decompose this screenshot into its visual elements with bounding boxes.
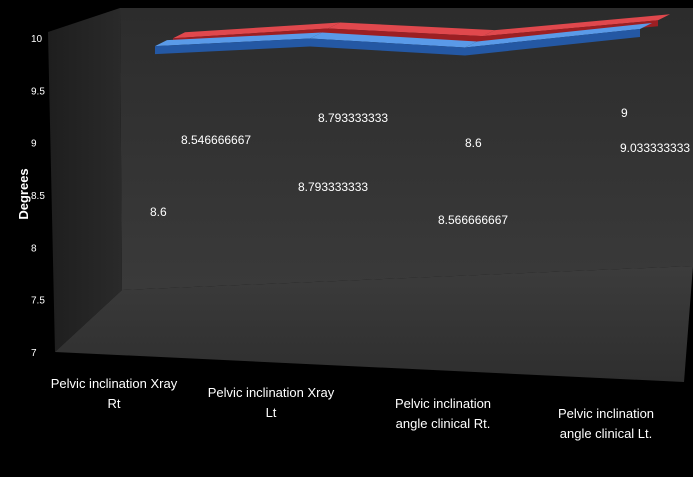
- series-0-data-label: 9: [621, 106, 628, 120]
- series-0-segment-front: [328, 28, 483, 43]
- series-0-data-label: 8.793333333: [318, 111, 388, 125]
- x-tick-label: Pelvic inclination Xray: [208, 385, 335, 400]
- y-axis: 7 7.5 8 8.5 9 9.5 10: [31, 34, 45, 359]
- series-0-segment-top: [328, 22, 495, 37]
- x-tick-label: Lt: [266, 405, 277, 420]
- series-group: [155, 14, 670, 56]
- x-tick-label: angle clinical Rt.: [396, 416, 491, 431]
- series-0-data-label: 8.546666667: [181, 133, 251, 147]
- y-tick-label: 7: [31, 348, 37, 359]
- y-tick-label: 8.5: [31, 191, 45, 202]
- series-1-segment-top: [310, 32, 477, 48]
- y-axis-label: Degrees: [16, 168, 31, 219]
- y-tick-label: 9: [31, 139, 37, 150]
- series-0-segment-top: [483, 14, 670, 37]
- x-tick-label: angle clinical Lt.: [560, 426, 653, 441]
- series-1-segment-front: [155, 38, 310, 55]
- series-0-data-label: 8.6: [465, 136, 482, 150]
- side-wall: [48, 8, 122, 352]
- back-wall: [120, 8, 693, 290]
- y-tick-label: 10: [31, 34, 43, 45]
- y-tick-label: 9.5: [31, 86, 45, 97]
- series-1-data-label: 8.793333333: [298, 180, 368, 194]
- y-tick-label: 7.5: [31, 296, 45, 307]
- series-1-segment-top: [155, 32, 322, 47]
- series-1-segment-front: [465, 28, 640, 56]
- x-tick-label: Pelvic inclination Xray: [51, 376, 178, 391]
- x-axis: Pelvic inclination Xray Rt Pelvic inclinat…: [51, 376, 654, 441]
- x-tick-label: Rt: [108, 396, 121, 411]
- floor: [55, 266, 693, 382]
- x-tick-label: Pelvic inclination: [395, 396, 491, 411]
- y-tick-label: 8: [31, 243, 37, 254]
- series-1-data-label: 8.6: [150, 205, 167, 219]
- series-1-data-label: 8.566666667: [438, 213, 508, 227]
- series-0-segment-top: [173, 22, 340, 39]
- series-1-segment-front: [310, 38, 465, 56]
- x-tick-label: Pelvic inclination: [558, 406, 654, 421]
- data-labels: 8.546666667 8.793333333 8.6 9 8.6 8.793333333…: [150, 106, 690, 227]
- series-1-segment-top: [465, 22, 652, 48]
- series-1-data-label: 9.033333333: [620, 141, 690, 155]
